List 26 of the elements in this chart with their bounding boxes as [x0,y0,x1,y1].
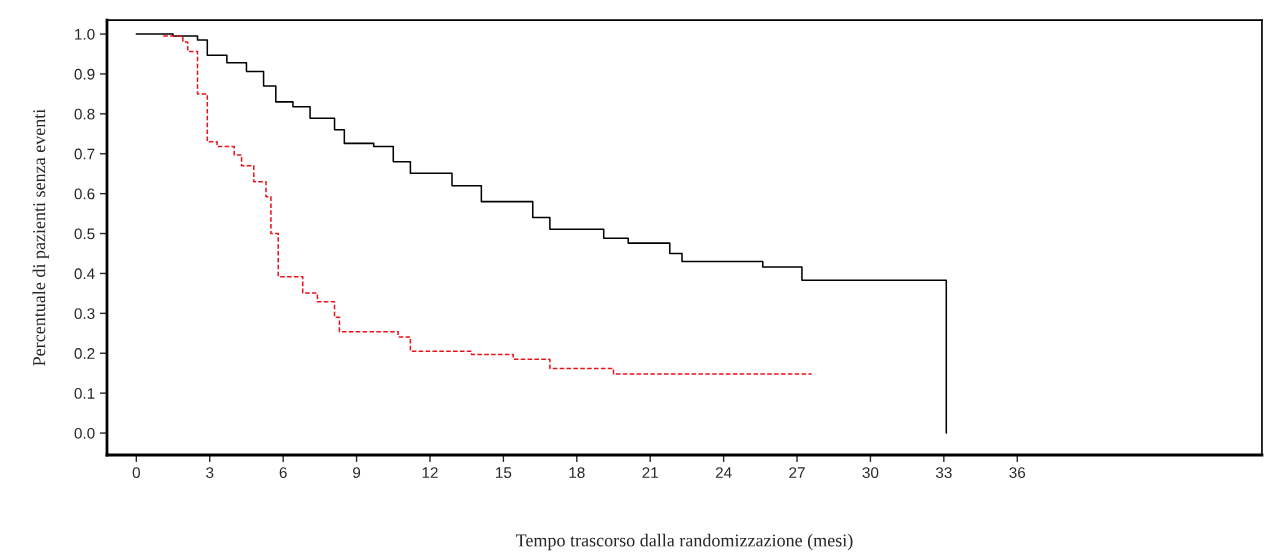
x-tick-label: 6 [279,467,287,479]
x-tick-label: 3 [206,467,214,479]
y-tick-label: 0.4 [74,268,95,280]
y-tick-label: 0.1 [74,388,95,399]
y-tick-label: 0.0 [74,427,95,439]
y-tick-label: 0.9 [74,68,95,80]
y-tick-label: 0.3 [74,308,95,320]
y-axis-title: Percentuale di pazienti senza eventi [32,109,49,366]
x-tick-label: 27 [789,467,805,478]
y-tick-label: 1.0 [75,28,95,40]
x-tick-label: 33 [935,467,952,479]
x-tick-label: 0 [132,467,140,479]
x-tick-label: 12 [422,467,438,478]
x-tick-label: 30 [862,467,879,479]
y-tick-label: 0.7 [74,148,95,160]
y-tick-label: 0.8 [74,108,95,120]
x-tick-label: 15 [496,467,512,479]
x-axis-title: Tempo trascorso dalla randomizzazione (mesi) [515,533,853,551]
y-tick-label: 0.5 [74,228,95,240]
x-tick-label: 24 [715,467,732,478]
y-tick-label: 0.6 [74,188,95,200]
x-tick-label: 9 [353,467,361,479]
y-tick-label: 0.2 [74,348,95,359]
x-tick-label: 36 [1009,467,1026,479]
x-tick-label: 21 [642,467,658,478]
x-tick-label: 18 [569,467,585,479]
